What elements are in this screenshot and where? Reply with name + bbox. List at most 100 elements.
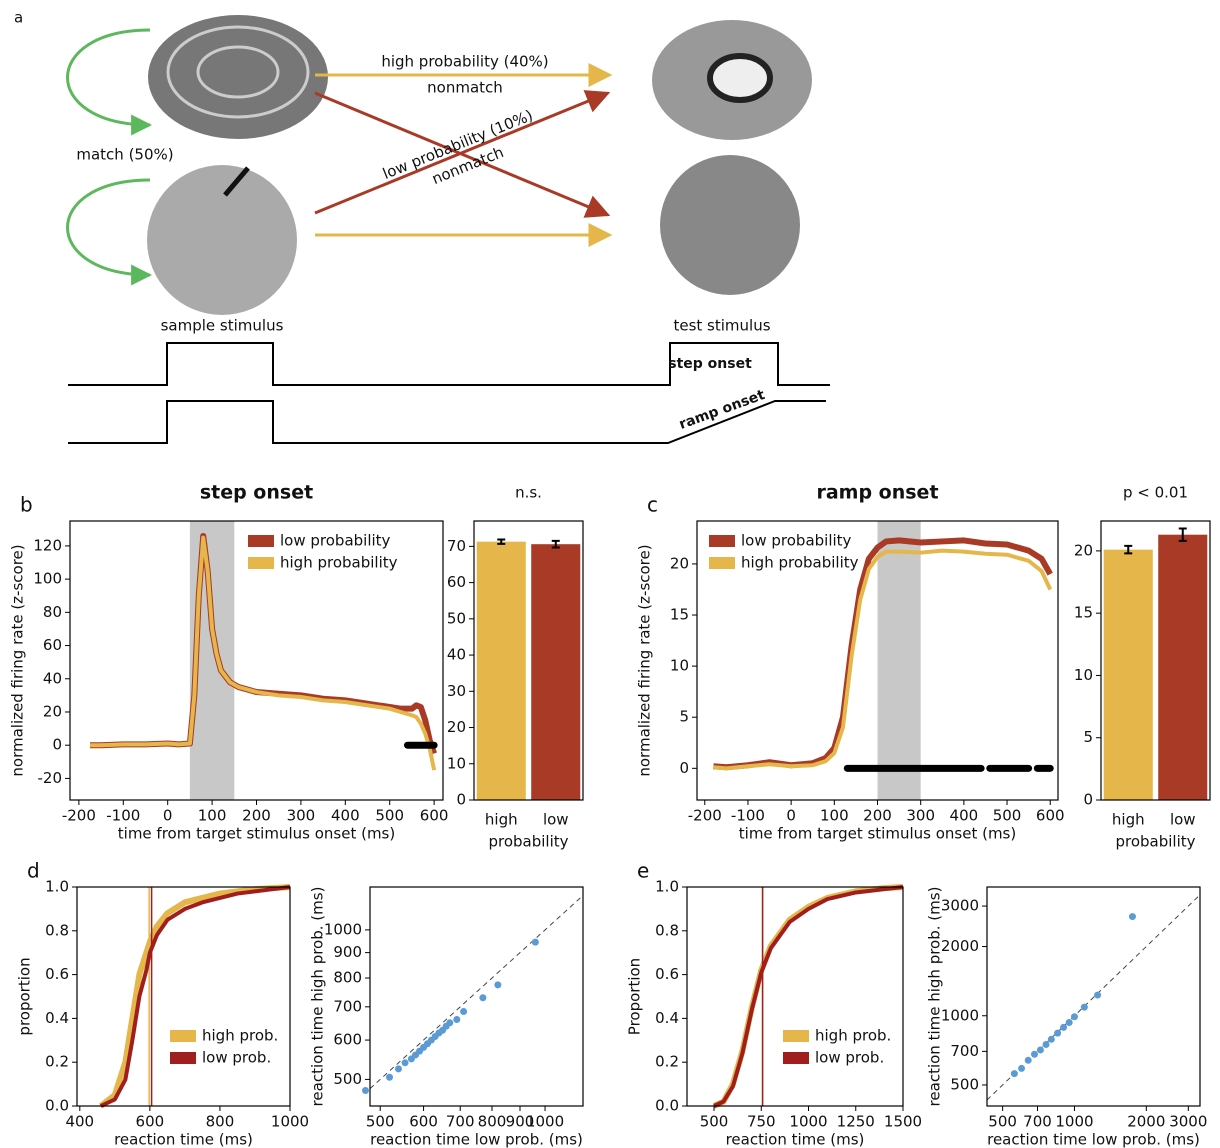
y-tick-label: 20 [670,554,689,572]
x-tick-label: 1000 [1055,1113,1093,1131]
y-tick-label: 70 [447,537,466,555]
legend-label: low probability [280,532,391,550]
error-bar [552,541,560,548]
x-tick-label: 0 [786,807,796,825]
x-tick-label: 1500 [884,1113,922,1131]
x-tick-label: -200 [688,807,722,825]
x-tick-label: 1250 [837,1113,875,1131]
series-line [714,887,903,1106]
y-tick-label: 500 [950,1075,979,1093]
y-tick-label: 5 [1083,728,1093,746]
point [1071,1013,1078,1020]
y-axis-label: normalized firing rate (z-score) [9,544,27,776]
x-tick-label: 600 [420,807,449,825]
bar [1158,535,1207,800]
x-tick-label: 400 [331,807,360,825]
y-tick-label: 1.0 [45,878,69,896]
stimulus-label: sample stimulus [161,317,284,335]
x-axis-label: probability [488,833,568,851]
y-tick-label: 700 [950,1042,979,1060]
y-tick-label: 40 [447,646,466,664]
point [494,981,501,988]
x-axis-label: probability [1115,833,1195,851]
point [1011,1070,1018,1077]
x-tick-label: 700 [446,1113,475,1131]
stimulus-label: test stimulus [673,317,770,335]
point [1031,1051,1038,1058]
x-axis-label: reaction time (ms) [726,1131,865,1148]
x-tick-label: 500 [366,1113,395,1131]
legend-label: high prob. [815,1027,891,1045]
x-tick-label: high [1112,811,1145,829]
panel-label: e [637,859,649,883]
point [453,1016,460,1023]
y-tick-label: 10 [670,657,689,675]
legend-label: high probability [741,554,859,572]
legend-swatch [248,535,274,547]
legend-label: low probability [741,532,852,550]
x-axis-label: time from target stimulus onset (ms) [118,825,395,843]
point [1043,1041,1050,1048]
x-tick-label: 750 [747,1113,776,1131]
series-line [101,887,290,1106]
point [1037,1046,1044,1053]
y-tick-label: 10 [1074,666,1093,684]
x-tick-label: 600 [1036,807,1065,825]
y-axis-label: reaction time high prob. (ms) [309,887,327,1107]
bar [477,542,526,800]
x-tick-label: 400 [950,807,979,825]
point [460,1008,467,1015]
bar [531,544,580,800]
chart-title: ramp onset [816,482,938,504]
legend-swatch [170,1052,196,1064]
legend-swatch [783,1052,809,1064]
point [1060,1024,1067,1031]
y-tick-label: -20 [38,769,63,787]
y-tick-label: 1.0 [655,878,679,896]
y-axis-label: Proportion [626,958,644,1035]
x-tick-label: 100 [198,807,227,825]
y-tick-label: 600 [333,1031,362,1049]
chart-title: p < 0.01 [1123,484,1188,502]
y-axis-label: normalized firing rate (z-score) [636,544,654,776]
y-tick-label: 0 [1083,791,1093,809]
point [402,1059,409,1066]
x-axis-label: reaction time low prob. (ms) [370,1131,583,1148]
legend-swatch [783,1030,809,1042]
x-tick-label: 3000 [1169,1113,1207,1131]
x-tick-label: 500 [988,1113,1017,1131]
y-tick-label: 0.2 [45,1053,69,1071]
y-tick-label: 2000 [941,937,979,955]
axes-frame [987,887,1200,1106]
identity-line [370,895,583,1088]
chart-title: step onset [200,482,313,504]
y-tick-label: 15 [670,606,689,624]
onset-label: step onset [668,356,752,372]
y-tick-label: 0.2 [655,1053,679,1071]
y-tick-label: 60 [447,573,466,591]
diagram: a high probability (40%) nonmatch low pr… [14,9,830,444]
y-tick-label: 0.4 [655,1009,679,1027]
y-tick-label: 900 [333,943,362,961]
x-axis-label: reaction time low prob. (ms) [987,1131,1200,1148]
point [1129,913,1136,920]
figure: a high probability (40%) nonmatch low pr… [0,0,1220,1148]
y-tick-label: 20 [447,718,466,736]
y-tick-label: 0.0 [655,1097,679,1115]
x-tick-label: low [543,811,569,829]
series-line [714,887,903,1106]
x-tick-label: 600 [409,1113,438,1131]
legend-label: low prob. [815,1049,884,1067]
y-tick-label: 15 [1074,604,1093,622]
x-tick-label: 300 [287,807,316,825]
x-tick-label: -100 [106,807,140,825]
kiwi-core [710,56,770,100]
point [386,1074,393,1081]
y-tick-label: 0.6 [655,965,679,983]
y-tick-label: 60 [43,636,62,654]
legend-label: low prob. [202,1049,271,1067]
legend-swatch [248,557,274,569]
x-tick-label: -100 [731,807,765,825]
legend-swatch [170,1030,196,1042]
match-arrow [68,30,151,125]
